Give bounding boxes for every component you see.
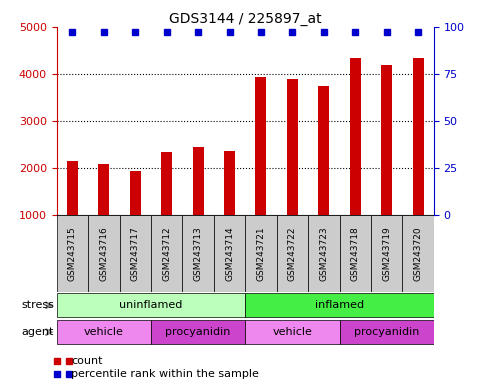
Text: vehicle: vehicle bbox=[273, 327, 313, 337]
Bar bbox=[255, 77, 267, 215]
Bar bbox=[245, 320, 340, 344]
Text: GSM243723: GSM243723 bbox=[319, 227, 328, 281]
Text: GSM243712: GSM243712 bbox=[162, 227, 171, 281]
Text: count: count bbox=[71, 356, 103, 366]
Bar bbox=[57, 215, 88, 292]
Bar bbox=[182, 215, 214, 292]
Text: uninflamed: uninflamed bbox=[119, 300, 183, 310]
Bar bbox=[287, 79, 298, 215]
Bar bbox=[340, 215, 371, 292]
Bar bbox=[224, 151, 235, 215]
Text: percentile rank within the sample: percentile rank within the sample bbox=[71, 369, 259, 379]
Bar bbox=[402, 215, 434, 292]
Bar bbox=[130, 171, 141, 215]
Bar bbox=[318, 86, 329, 215]
Bar bbox=[88, 215, 119, 292]
Title: GDS3144 / 225897_at: GDS3144 / 225897_at bbox=[169, 12, 321, 26]
Text: GSM243716: GSM243716 bbox=[99, 227, 108, 281]
Text: stress: stress bbox=[21, 300, 54, 310]
Text: GSM243722: GSM243722 bbox=[288, 227, 297, 281]
Bar bbox=[151, 320, 245, 344]
Bar bbox=[214, 215, 246, 292]
Bar bbox=[350, 58, 361, 215]
Text: GSM243720: GSM243720 bbox=[414, 227, 423, 281]
Bar bbox=[193, 147, 204, 215]
Bar bbox=[57, 320, 151, 344]
Bar bbox=[371, 215, 402, 292]
Text: GSM243717: GSM243717 bbox=[131, 227, 140, 281]
Text: GSM243718: GSM243718 bbox=[351, 227, 360, 281]
Bar bbox=[57, 293, 245, 317]
Text: GSM243715: GSM243715 bbox=[68, 227, 77, 281]
Bar bbox=[308, 215, 340, 292]
Bar bbox=[67, 161, 78, 215]
Bar bbox=[340, 320, 434, 344]
Text: GSM243719: GSM243719 bbox=[382, 227, 391, 281]
Text: agent: agent bbox=[22, 327, 54, 337]
Text: procyanidin: procyanidin bbox=[354, 327, 420, 337]
Text: GSM243713: GSM243713 bbox=[194, 227, 203, 281]
Text: inflamed: inflamed bbox=[315, 300, 364, 310]
Bar bbox=[119, 215, 151, 292]
Text: vehicle: vehicle bbox=[84, 327, 124, 337]
Bar bbox=[381, 65, 392, 215]
Bar bbox=[98, 164, 109, 215]
Bar bbox=[161, 152, 172, 215]
Text: procyanidin: procyanidin bbox=[166, 327, 231, 337]
Text: GSM243721: GSM243721 bbox=[256, 227, 266, 281]
Bar bbox=[151, 215, 182, 292]
Text: GSM243714: GSM243714 bbox=[225, 227, 234, 281]
Bar bbox=[245, 293, 434, 317]
Bar bbox=[245, 215, 277, 292]
Bar bbox=[277, 215, 308, 292]
Bar bbox=[413, 58, 423, 215]
